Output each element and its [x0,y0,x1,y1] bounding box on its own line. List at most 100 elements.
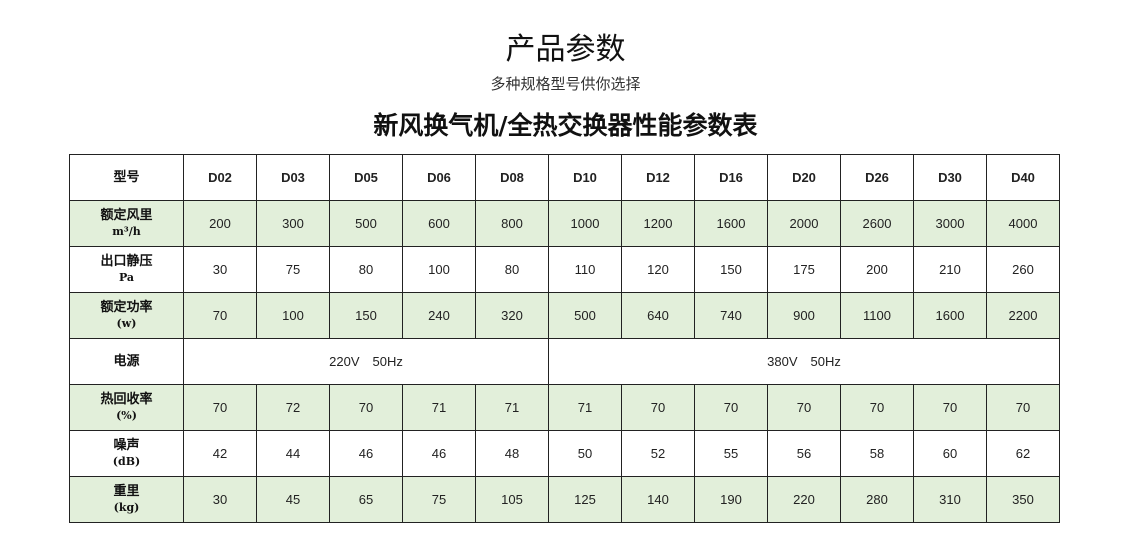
row-label-text: 出口静压 [100,253,153,269]
table-cell: 150 [694,246,768,293]
table-cell: 56 [767,430,841,477]
model-header: D40 [986,154,1060,201]
table-cell: 200 [840,246,914,293]
model-header: D06 [402,154,476,201]
table-cell: 125 [548,476,622,523]
row-label: 额定功率 (w) [69,292,184,339]
table-cell: 300 [256,200,330,247]
spec-table: 型号 D02 D03 D05 D06 D08 D10 D12 D16 D20 D26 D30 D40 额定… [69,154,1060,523]
table-row: 热回收率 (%) 70 72 70 71 71 71 70 70 70 70 70 70 [69,384,1060,431]
model-header: D03 [256,154,330,201]
table-cell: 1600 [694,200,768,247]
power-380v: 380V 50Hz [548,338,1060,385]
table-cell: 52 [621,430,695,477]
row-unit: (kg) [113,500,140,514]
model-header: D30 [913,154,987,201]
table-cell: 70 [694,384,768,431]
page-title: 产品参数 [505,32,626,67]
page-subtitle: 多种规格型号供你选择 [490,75,641,93]
table-cell: 2600 [840,200,914,247]
table-cell: 55 [694,430,768,477]
row-label: 热回收率 (%) [69,384,184,431]
table-cell: 1100 [840,292,914,339]
model-header: D20 [767,154,841,201]
row-unit: (dB) [112,454,141,468]
row-label-text: 热回收率 [100,391,153,407]
table-cell: 310 [913,476,987,523]
row-unit: (w) [116,316,137,330]
table-title: 新风换气机/全热交换器性能参数表 [373,111,758,140]
table-cell: 4000 [986,200,1060,247]
table-cell: 70 [767,384,841,431]
model-header: D05 [329,154,403,201]
power-220v: 220V 50Hz [183,338,549,385]
table-cell: 45 [256,476,330,523]
row-label-text: 重里 [113,483,140,499]
row-label: 电源 [69,338,184,385]
table-row: 重里 (kg) 30 45 65 75 105 125 140 190 220 280 310 350 [69,476,1060,523]
table-cell: 48 [475,430,549,477]
table-row: 噪声 (dB) 42 44 46 46 48 50 52 55 56 58 60 62 [69,430,1060,477]
table-cell: 70 [183,384,257,431]
table-cell: 75 [402,476,476,523]
table-cell: 140 [621,476,695,523]
table-cell: 75 [256,246,330,293]
table-cell: 70 [329,384,403,431]
table-cell: 1000 [548,200,622,247]
table-cell: 70 [183,292,257,339]
table-cell: 220 [767,476,841,523]
table-cell: 72 [256,384,330,431]
table-cell: 100 [402,246,476,293]
row-label: 出口静压 Pa [69,246,184,293]
table-cell: 200 [183,200,257,247]
table-cell: 800 [475,200,549,247]
table-cell: 500 [548,292,622,339]
table-cell: 80 [475,246,549,293]
table-cell: 210 [913,246,987,293]
table-cell: 3000 [913,200,987,247]
table-cell: 60 [913,430,987,477]
table-cell: 110 [548,246,622,293]
row-label-text: 噪声 [113,437,140,453]
table-cell: 30 [183,246,257,293]
row-label-text: 额定风里 [100,207,153,223]
model-header: D12 [621,154,695,201]
row-label: 重里 (kg) [69,476,184,523]
table-row: 额定功率 (w) 70 100 150 240 320 500 640 740 900 1100 160… [69,292,1060,339]
table-cell: 150 [329,292,403,339]
table-cell: 65 [329,476,403,523]
table-cell: 740 [694,292,768,339]
table-cell: 105 [475,476,549,523]
model-header: D02 [183,154,257,201]
table-cell: 175 [767,246,841,293]
table-cell: 70 [986,384,1060,431]
table-cell: 50 [548,430,622,477]
table-cell: 2000 [767,200,841,247]
table-cell: 240 [402,292,476,339]
table-cell: 70 [840,384,914,431]
table-cell: 30 [183,476,257,523]
table-cell: 120 [621,246,695,293]
table-cell: 260 [986,246,1060,293]
table-cell: 58 [840,430,914,477]
table-cell: 71 [475,384,549,431]
table-cell: 640 [621,292,695,339]
table-cell: 190 [694,476,768,523]
table-cell: 42 [183,430,257,477]
model-header: D08 [475,154,549,201]
table-cell: 1600 [913,292,987,339]
table-cell: 100 [256,292,330,339]
table-cell: 70 [913,384,987,431]
table-cell: 1200 [621,200,695,247]
row-unit: Pa [118,270,135,284]
table-cell: 500 [329,200,403,247]
table-cell: 2200 [986,292,1060,339]
table-cell: 44 [256,430,330,477]
model-header: D10 [548,154,622,201]
table-cell: 900 [767,292,841,339]
table-cell: 350 [986,476,1060,523]
table-cell: 71 [548,384,622,431]
row-unit: m³/h [112,224,141,238]
table-cell: 46 [329,430,403,477]
table-cell: 71 [402,384,476,431]
